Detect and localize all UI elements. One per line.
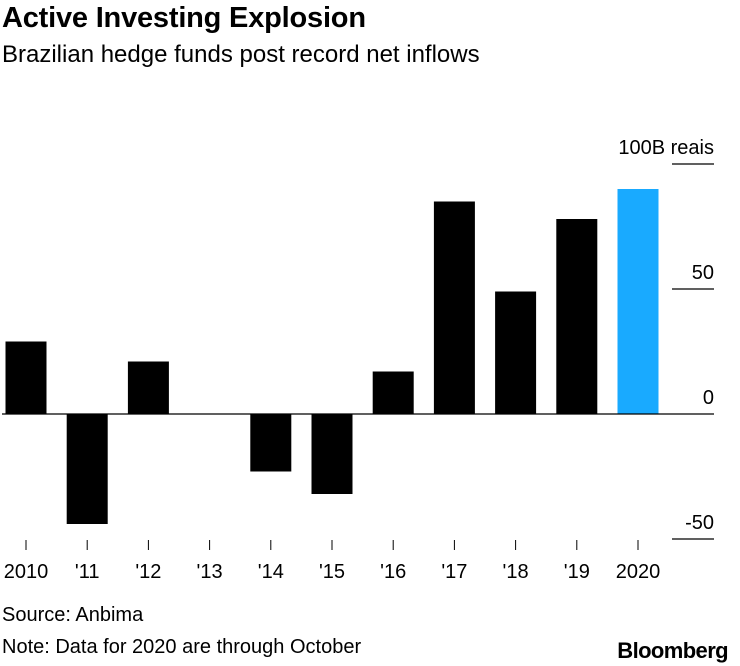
bar-19 — [556, 219, 598, 414]
chart-title: Active Investing Explosion — [2, 2, 366, 34]
x-tick-label: '12 — [135, 561, 161, 583]
x-tick-label: '13 — [197, 561, 223, 583]
bar-15 — [311, 414, 353, 494]
source-note: Source: Anbima — [2, 604, 144, 626]
bar-chart: 100B reais 50 0 -50 2010 '11 '12 '13 '14 '15 '16 '… — [2, 137, 714, 583]
bloomberg-logo: Bloomberg — [617, 638, 728, 663]
y-tick-label: 50 — [692, 262, 714, 284]
y-axis: 100B reais 50 0 -50 — [2, 137, 714, 540]
bars-group — [5, 189, 659, 524]
x-tick-label: 2010 — [4, 561, 49, 583]
x-tick-label: '17 — [441, 561, 467, 583]
bar-12 — [127, 361, 169, 414]
x-tick-label: '18 — [503, 561, 529, 583]
bar-11 — [66, 414, 108, 524]
x-tick-label: '19 — [564, 561, 590, 583]
bar-2020 — [617, 189, 659, 414]
x-tick-label: '14 — [258, 561, 284, 583]
chart-subtitle: Brazilian hedge funds post record net in… — [2, 41, 480, 68]
data-note: Note: Data for 2020 are through October — [2, 636, 362, 658]
x-axis: 2010 '11 '12 '13 '14 '15 '16 '17 '18 '19 2020 — [4, 540, 661, 583]
y-tick-label: 0 — [703, 387, 714, 409]
bar-16 — [372, 371, 414, 414]
x-tick-label: '11 — [75, 561, 100, 583]
y-tick-label: 100B reais — [618, 137, 714, 159]
bar-2010 — [5, 341, 47, 414]
x-tick-label: '16 — [380, 561, 406, 583]
bar-17 — [433, 201, 475, 414]
x-tick-label: 2020 — [616, 561, 661, 583]
bar-14 — [250, 414, 292, 472]
bar-18 — [495, 291, 537, 414]
y-tick-label: -50 — [685, 512, 714, 534]
x-tick-label: '15 — [319, 561, 345, 583]
